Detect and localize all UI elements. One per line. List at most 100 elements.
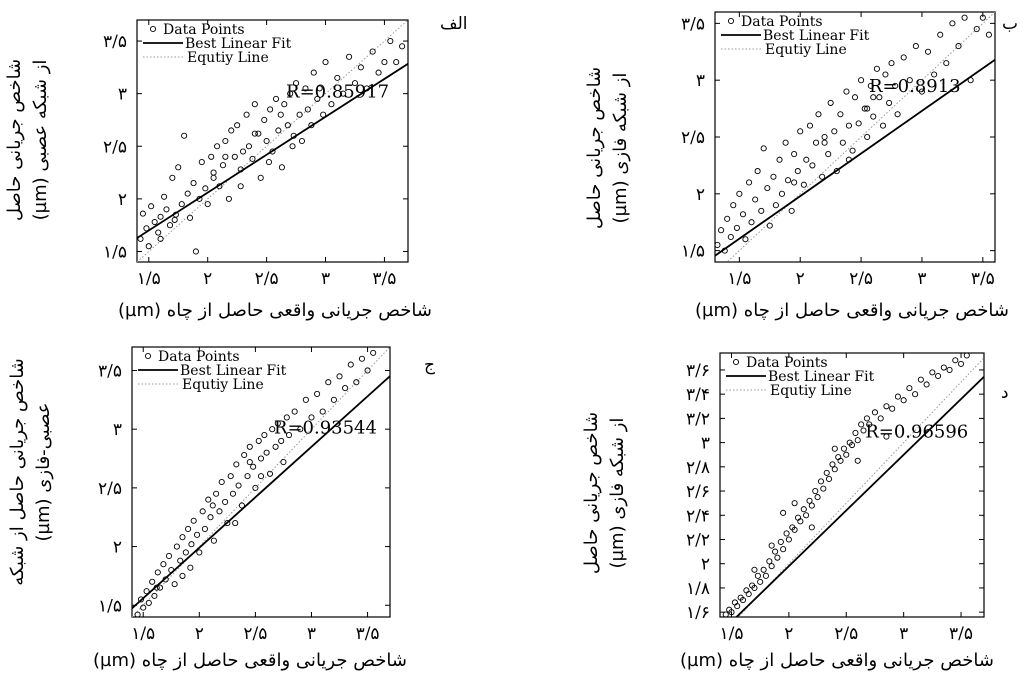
data-point bbox=[278, 164, 285, 171]
data-point bbox=[721, 247, 728, 254]
data-point bbox=[912, 391, 919, 398]
x-tick-label: ۳/۵ bbox=[372, 269, 396, 289]
data-point bbox=[261, 116, 268, 124]
data-point bbox=[255, 130, 262, 137]
data-point bbox=[257, 473, 265, 480]
data-point bbox=[854, 437, 861, 444]
data-point bbox=[924, 48, 932, 55]
data-point bbox=[310, 69, 317, 76]
data-point bbox=[833, 168, 840, 175]
data-point bbox=[724, 215, 731, 222]
data-point bbox=[210, 537, 217, 544]
data-point bbox=[148, 203, 155, 210]
data-point bbox=[140, 604, 147, 611]
x-tick-label: ۳ bbox=[899, 624, 908, 644]
x-tick-label: ۳ bbox=[321, 269, 330, 289]
data-point bbox=[718, 227, 725, 234]
data-point bbox=[277, 111, 284, 118]
data-point bbox=[837, 111, 844, 118]
data-point bbox=[263, 449, 270, 456]
data-point bbox=[806, 122, 814, 129]
data-point bbox=[229, 490, 237, 497]
chart-panel-jim: ۱/۵ ۲ ۲/۵ ۳ ۳/۵ ۱/۵ ۲ ۲/۵ ۳ ۳/۵ Data Points Best Li… bbox=[0, 341, 517, 682]
x-tick-label: ۲ bbox=[195, 624, 204, 644]
data-point bbox=[302, 396, 309, 403]
data-point bbox=[772, 548, 779, 555]
data-point bbox=[883, 433, 890, 440]
data-point bbox=[272, 443, 279, 450]
data-point bbox=[754, 168, 761, 175]
y-tick-label: ۱/۵ bbox=[98, 596, 122, 616]
data-point bbox=[198, 158, 205, 166]
plot-area bbox=[132, 347, 390, 617]
legend-label-points: Data Points bbox=[158, 349, 240, 365]
data-point bbox=[949, 20, 956, 27]
data-point bbox=[219, 162, 227, 169]
y-tick-label: ۲ bbox=[701, 555, 710, 575]
data-point bbox=[272, 95, 280, 102]
data-point bbox=[218, 478, 225, 486]
data-point bbox=[275, 127, 282, 134]
data-point bbox=[316, 85, 323, 92]
y-tick-label: ۳ bbox=[113, 420, 122, 440]
y-axis-label-alef-line1: شاخص جریانی حاصل bbox=[4, 58, 25, 222]
y-tick-label: ۳ bbox=[696, 71, 705, 91]
data-point bbox=[821, 139, 828, 146]
data-point bbox=[157, 213, 164, 220]
data-point bbox=[143, 225, 150, 232]
legend-label-fit: Best Linear Fit bbox=[180, 363, 287, 379]
data-point bbox=[243, 111, 250, 118]
data-point bbox=[245, 143, 252, 150]
data-point bbox=[284, 122, 291, 129]
data-point bbox=[216, 183, 223, 190]
data-point bbox=[772, 202, 779, 209]
data-point bbox=[858, 77, 865, 84]
r-value-label: R=0.93544 bbox=[274, 417, 377, 438]
data-point bbox=[819, 173, 826, 180]
data-point bbox=[788, 207, 795, 214]
data-point bbox=[955, 43, 962, 50]
data-point bbox=[861, 105, 868, 112]
data-point bbox=[330, 396, 337, 403]
data-point bbox=[754, 572, 761, 579]
equity-line bbox=[132, 347, 390, 617]
y-tick-label: ۲/۵ bbox=[681, 128, 705, 148]
data-point bbox=[797, 128, 804, 135]
data-point bbox=[190, 517, 197, 524]
data-point bbox=[985, 31, 992, 38]
data-point bbox=[829, 461, 836, 468]
data-point bbox=[937, 31, 944, 38]
data-point bbox=[858, 421, 865, 428]
chart-panel-be: ۱/۵ ۲ ۲/۵ ۳ ۳/۵ ۱/۵ ۲ ۲/۵ ۳ ۳/۵ Data Points Best Li… bbox=[517, 0, 1034, 341]
data-point bbox=[963, 353, 970, 359]
panel-letter-alef: الف bbox=[440, 14, 468, 34]
data-point bbox=[304, 106, 311, 113]
data-point bbox=[165, 552, 173, 560]
data-point bbox=[274, 420, 281, 427]
data-point bbox=[973, 25, 980, 33]
best-fit-line bbox=[715, 58, 995, 257]
data-point bbox=[353, 379, 360, 386]
data-point bbox=[336, 373, 343, 380]
y-tick-label: ۳/۵ bbox=[98, 361, 122, 381]
data-point bbox=[876, 94, 883, 101]
data-point bbox=[210, 169, 217, 176]
data-point bbox=[298, 137, 306, 145]
data-point bbox=[160, 561, 167, 568]
y-tick-label: ۲ bbox=[118, 190, 127, 210]
data-point bbox=[815, 111, 822, 118]
data-point bbox=[794, 168, 801, 175]
data-point bbox=[900, 54, 907, 61]
data-point bbox=[179, 534, 186, 541]
data-point bbox=[208, 153, 215, 160]
x-tick-label: ۱/۵ bbox=[719, 624, 743, 644]
y-tick-label: ۱/۸ bbox=[686, 579, 710, 599]
y-tick-label: ۳/۴ bbox=[686, 385, 710, 405]
x-tick-label: ۱/۵ bbox=[131, 624, 155, 644]
data-point bbox=[806, 497, 813, 504]
data-point bbox=[340, 90, 347, 97]
data-point bbox=[154, 569, 161, 576]
plot-frame bbox=[719, 352, 985, 618]
data-point bbox=[730, 202, 737, 209]
data-point bbox=[239, 148, 247, 155]
